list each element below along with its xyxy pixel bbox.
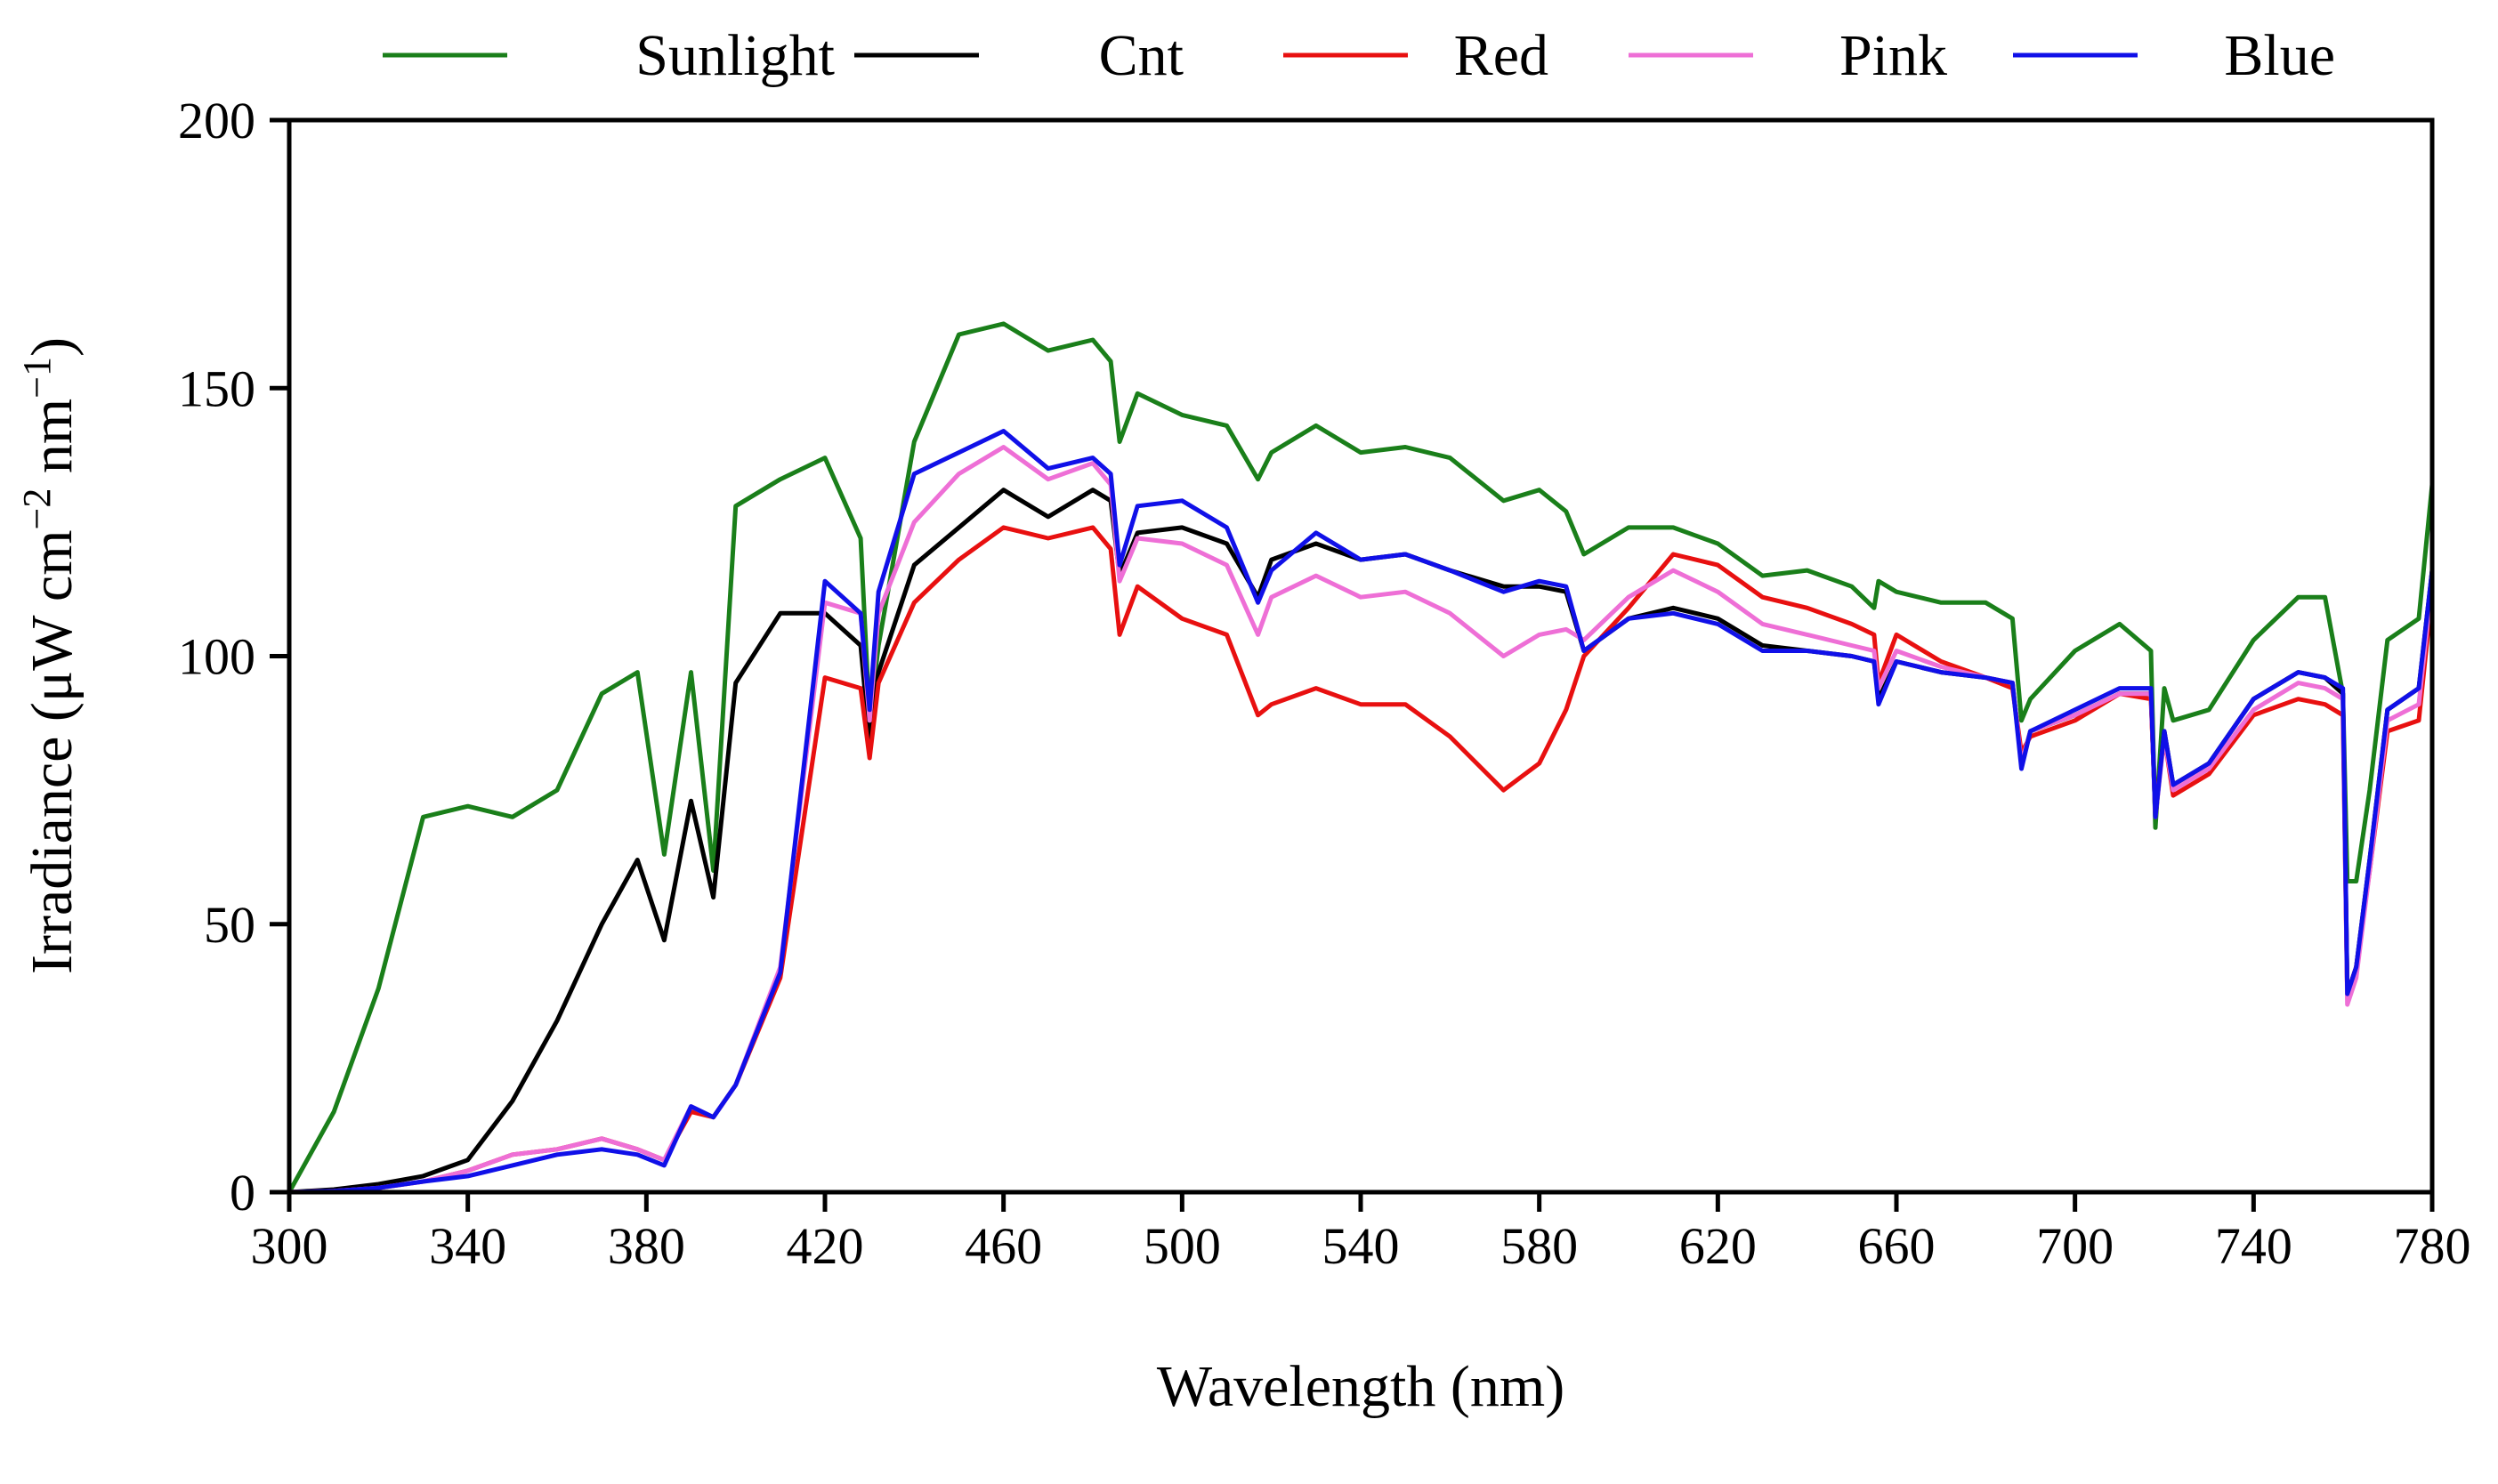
x-tick-label: 380 xyxy=(608,1217,685,1275)
y-tick-label: 200 xyxy=(178,92,255,149)
x-tick-label: 300 xyxy=(251,1217,328,1275)
legend-label-sunlight: Sunlight xyxy=(635,23,835,88)
y-axis-ticks: 0 50 100 150 200 xyxy=(178,92,289,1222)
legend-label-cnt: Cnt xyxy=(1099,23,1184,88)
series-line-blue xyxy=(287,429,2435,1195)
y-axis-title-end: ) xyxy=(20,337,85,357)
y-axis-title-exp1: −2 xyxy=(15,488,59,530)
x-tick-label: 660 xyxy=(1858,1217,1936,1275)
series-layer xyxy=(287,321,2435,1195)
plot-frame xyxy=(287,117,2435,1195)
x-tick-label: 780 xyxy=(2394,1217,2471,1275)
legend: Sunlight Cnt Red Pink Blue xyxy=(383,23,2335,88)
x-tick-label: 340 xyxy=(429,1217,506,1275)
x-tick-label: 500 xyxy=(1144,1217,1221,1275)
x-tick-label: 540 xyxy=(1322,1217,1400,1275)
x-tick-label: 740 xyxy=(2215,1217,2292,1275)
x-tick-label: 620 xyxy=(1679,1217,1757,1275)
y-tick-label: 100 xyxy=(178,628,255,686)
y-tick-label: 150 xyxy=(178,359,255,417)
x-axis-ticks: 300 340 380 420 460 500 540 580 620 660 700 740 780 xyxy=(251,1192,2471,1275)
x-tick-label: 700 xyxy=(2036,1217,2114,1275)
x-tick-label: 420 xyxy=(787,1217,864,1275)
y-tick-label: 0 xyxy=(230,1164,255,1222)
series-line-sunlight xyxy=(287,321,2435,1195)
legend-label-red: Red xyxy=(1454,23,1548,88)
y-tick-label: 50 xyxy=(204,896,255,954)
y-axis-title: Irradiance (μW cm−2 nm−1) xyxy=(15,337,85,974)
x-tick-label: 460 xyxy=(965,1217,1042,1275)
x-tick-label: 580 xyxy=(1500,1217,1578,1275)
x-axis-title: Wavelength (nm) xyxy=(1157,1354,1564,1419)
legend-label-pink: Pink xyxy=(1839,23,1947,88)
y-axis-title-base: Irradiance (μW cm xyxy=(20,529,85,974)
y-axis-title-mid: nm xyxy=(20,399,85,488)
legend-label-blue: Blue xyxy=(2224,23,2335,88)
y-axis-title-exp2: −1 xyxy=(15,357,59,399)
